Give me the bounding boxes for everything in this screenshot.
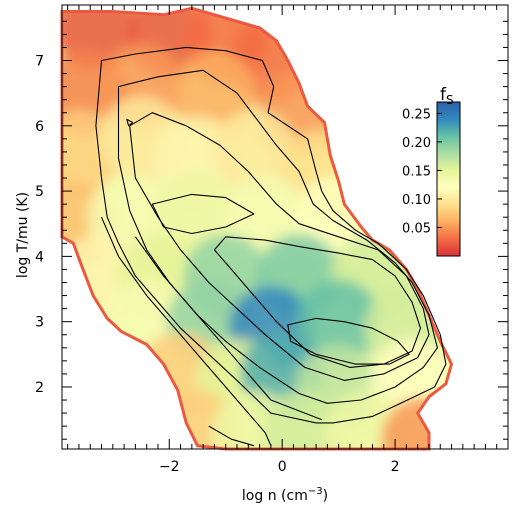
- contour-lines: [95, 46, 447, 447]
- heatmap-cell: [262, 390, 347, 450]
- y-tick-label: 6: [35, 119, 44, 135]
- heatmap-edge: [60, 6, 454, 451]
- heatmap-cell: [62, 8, 138, 70]
- y-tick-label: 7: [35, 54, 44, 70]
- heatmap-clip-group: [62, 8, 452, 450]
- x-tick-label: 0: [278, 459, 287, 475]
- heatmap-cell: [211, 109, 296, 194]
- heatmap-cell: [296, 279, 381, 364]
- colorbar-tick-label: 0.05: [402, 221, 431, 236]
- y-tick-label: 4: [35, 249, 44, 265]
- colorbar-gradient: [436, 101, 461, 257]
- heatmap-region: [60, 6, 454, 451]
- colorbar: 0.05 0.10 0.15 0.20 0.25: [402, 101, 461, 257]
- y-tick-label: 5: [35, 184, 44, 200]
- contour-line: [287, 317, 410, 365]
- contour-line: [126, 118, 134, 127]
- contour-line: [213, 236, 422, 368]
- colorbar-title-subscript: S: [446, 93, 454, 107]
- x-axis-label-close: ): [323, 488, 328, 504]
- colorbar-title: fS: [440, 85, 454, 107]
- heatmap-cell: [324, 390, 409, 450]
- y-tick-label: 3: [35, 315, 44, 331]
- contour-line: [134, 236, 322, 421]
- x-axis-label-exponent: −3: [308, 486, 323, 497]
- x-axis-label: log n (cm−3): [242, 486, 328, 504]
- y-axis-label: log T/mu (K): [15, 192, 31, 278]
- heatmap-field: [62, 8, 452, 450]
- contour-line: [151, 193, 255, 235]
- contour-line: [95, 46, 447, 424]
- plot-frame: [61, 4, 509, 450]
- x-tick-label: −2: [159, 459, 180, 475]
- x-tick-label: 2: [391, 459, 400, 475]
- colorbar-tick-label: 0.20: [402, 136, 431, 151]
- contour-line: [129, 112, 430, 381]
- colorbar-tick-label: 0.10: [402, 193, 431, 208]
- contour-line: [100, 216, 272, 446]
- heatmap-cell: [155, 168, 240, 253]
- colorbar-tick-label: 0.25: [402, 107, 431, 122]
- contour-line: [208, 425, 255, 447]
- colorbar-tick-label: 0.15: [402, 164, 431, 179]
- axes: −2 0 2 2 3 4 5 6 7: [35, 4, 509, 475]
- y-tick-label: 2: [35, 380, 44, 396]
